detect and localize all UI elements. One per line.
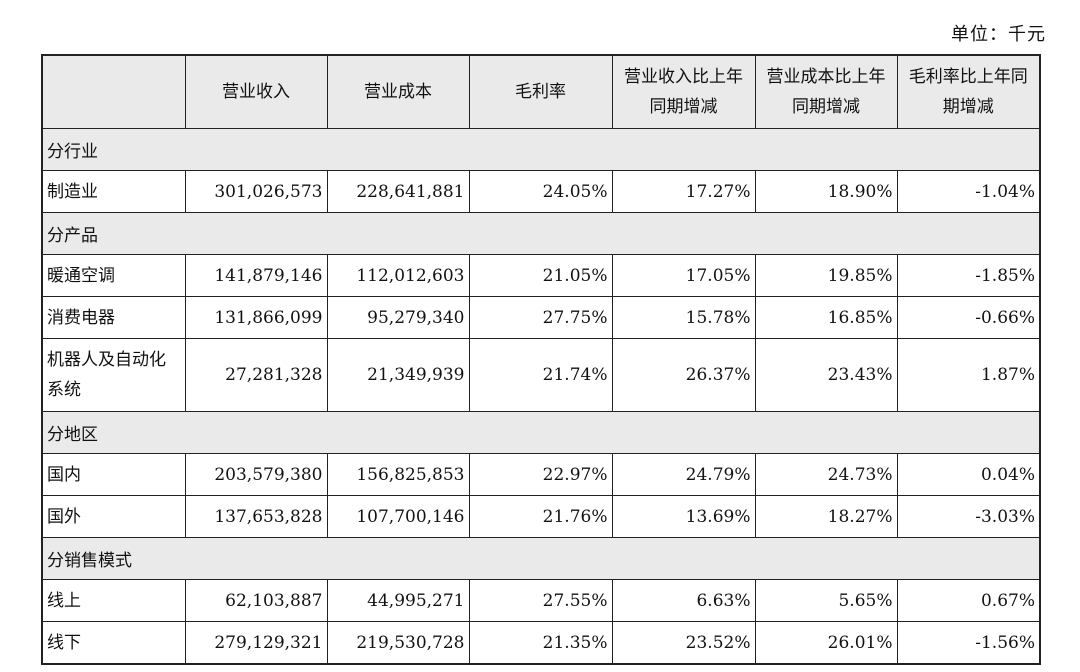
row-label-cell: 线下 <box>41 621 186 665</box>
value-cell: 24.79% <box>611 453 756 496</box>
value-cell: 141,879,146 <box>184 254 328 297</box>
header-cell-gross-margin: 毛利率 <box>468 54 613 129</box>
header-cell-revenue: 营业收入 <box>184 54 328 129</box>
value-cell: -0.66% <box>896 296 1041 339</box>
value-cell: 22.97% <box>468 453 613 496</box>
value-cell: 0.04% <box>896 453 1041 496</box>
value-cell: 21.76% <box>468 495 613 538</box>
value-cell: 1.87% <box>896 338 1041 412</box>
row-label-cell: 机器人及自动化系统 <box>41 338 186 412</box>
row-label-cell: 国内 <box>41 453 186 496</box>
value-cell: 24.73% <box>754 453 898 496</box>
value-cell: 21.74% <box>468 338 613 412</box>
unit-label: 单位：千元 <box>951 24 1046 45</box>
value-cell: 301,026,573 <box>184 170 328 213</box>
value-cell: 15.78% <box>611 296 756 339</box>
section-title: 分销售模式 <box>41 537 1041 580</box>
value-cell: 23.52% <box>611 621 756 665</box>
header-cell-cost-change: 营业成本比上年同期增减 <box>754 54 898 129</box>
header-cell-cost: 营业成本 <box>326 54 470 129</box>
header-row: 营业收入 营业成本 毛利率 营业收入比上年同期增减 营业成本比上年同期增减 毛利… <box>41 54 1041 129</box>
value-cell: 19.85% <box>754 254 898 297</box>
value-cell: 228,641,881 <box>326 170 470 213</box>
value-cell: 13.69% <box>611 495 756 538</box>
value-cell: 131,866,099 <box>184 296 328 339</box>
value-cell: 26.01% <box>754 621 898 665</box>
value-cell: 24.05% <box>468 170 613 213</box>
value-cell: 0.67% <box>896 579 1041 622</box>
value-cell: -1.56% <box>896 621 1041 665</box>
table-row: 制造业 301,026,573 228,641,881 24.05% 17.27% 18.… <box>41 170 1041 213</box>
section-header-row: 分产品 <box>41 212 1041 255</box>
value-cell: 62,103,887 <box>184 579 328 622</box>
value-cell: 17.05% <box>611 254 756 297</box>
section-header-row: 分销售模式 <box>41 537 1041 580</box>
value-cell: 21.05% <box>468 254 613 297</box>
value-cell: 6.63% <box>611 579 756 622</box>
table-row: 机器人及自动化系统 27,281,328 21,349,939 21.74% 26.37… <box>41 338 1041 412</box>
value-cell: 107,700,146 <box>326 495 470 538</box>
section-header-row: 分行业 <box>41 128 1041 171</box>
value-cell: 23.43% <box>754 338 898 412</box>
value-cell: 16.85% <box>754 296 898 339</box>
value-cell: -1.04% <box>896 170 1041 213</box>
row-label-cell: 国外 <box>41 495 186 538</box>
table-row: 线上 62,103,887 44,995,271 27.55% 6.63% 5.65% 0.… <box>41 579 1041 622</box>
table-row: 暖通空调 141,879,146 112,012,603 21.05% 17.05% 19… <box>41 254 1041 297</box>
row-label-cell: 暖通空调 <box>41 254 186 297</box>
value-cell: 219,530,728 <box>326 621 470 665</box>
value-cell: 18.27% <box>754 495 898 538</box>
row-label-cell: 制造业 <box>41 170 186 213</box>
section-header-row: 分地区 <box>41 411 1041 454</box>
value-cell: 156,825,853 <box>326 453 470 496</box>
table-row: 国外 137,653,828 107,700,146 21.76% 13.69% 18.2… <box>41 495 1041 538</box>
table-row: 线下 279,129,321 219,530,728 21.35% 23.52% 26.0… <box>41 621 1041 665</box>
section-title: 分地区 <box>41 411 1041 454</box>
value-cell: 203,579,380 <box>184 453 328 496</box>
value-cell: -1.85% <box>896 254 1041 297</box>
value-cell: 44,995,271 <box>326 579 470 622</box>
value-cell: 5.65% <box>754 579 898 622</box>
value-cell: 21,349,939 <box>326 338 470 412</box>
value-cell: 27.75% <box>468 296 613 339</box>
section-title: 分行业 <box>41 128 1041 171</box>
value-cell: 27,281,328 <box>184 338 328 412</box>
header-cell-margin-change: 毛利率比上年同期增减 <box>896 54 1041 129</box>
table-row: 消费电器 131,866,099 95,279,340 27.75% 15.78% 16.… <box>41 296 1041 339</box>
header-cell-blank <box>41 54 186 129</box>
value-cell: 95,279,340 <box>326 296 470 339</box>
value-cell: 26.37% <box>611 338 756 412</box>
section-title: 分产品 <box>41 212 1041 255</box>
value-cell: 137,653,828 <box>184 495 328 538</box>
row-label-cell: 线上 <box>41 579 186 622</box>
value-cell: 17.27% <box>611 170 756 213</box>
header-cell-revenue-change: 营业收入比上年同期增减 <box>611 54 756 129</box>
financial-table: 营业收入 营业成本 毛利率 营业收入比上年同期增减 营业成本比上年同期增减 毛利… <box>41 54 1041 665</box>
table-body: 分行业 制造业 301,026,573 228,641,881 24.05% 17.27%… <box>41 128 1041 665</box>
value-cell: 279,129,321 <box>184 621 328 665</box>
value-cell: 18.90% <box>754 170 898 213</box>
row-label-cell: 消费电器 <box>41 296 186 339</box>
value-cell: 21.35% <box>468 621 613 665</box>
value-cell: 112,012,603 <box>326 254 470 297</box>
table-row: 国内 203,579,380 156,825,853 22.97% 24.79% 24.7… <box>41 453 1041 496</box>
value-cell: -3.03% <box>896 495 1041 538</box>
value-cell: 27.55% <box>468 579 613 622</box>
